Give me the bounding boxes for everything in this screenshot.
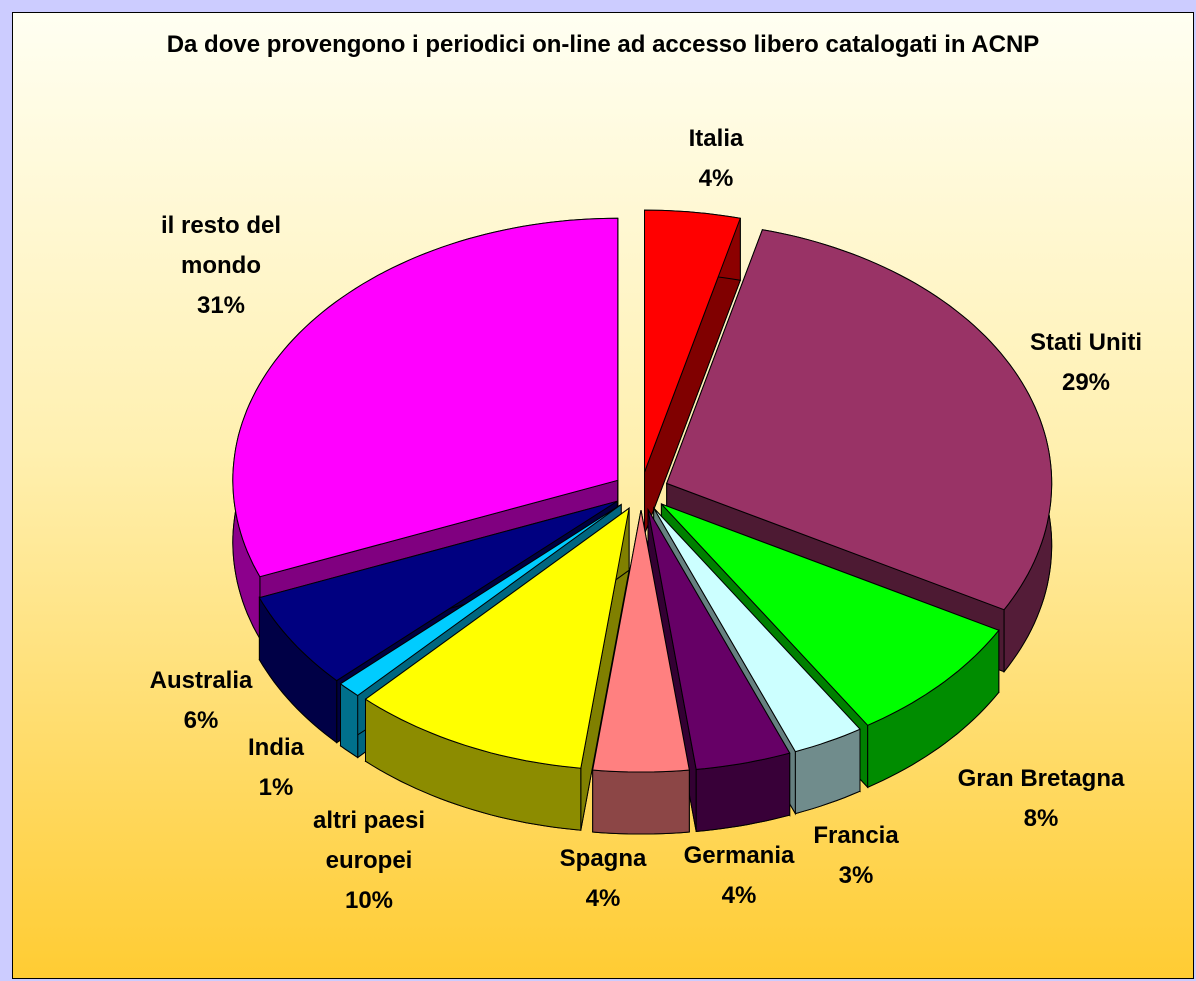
slice xyxy=(258,500,618,682)
slice xyxy=(364,507,630,769)
value-label: 1% xyxy=(258,774,294,801)
data-label: Francia 3% xyxy=(776,816,936,896)
slice-side xyxy=(340,682,359,759)
data-label: India 1% xyxy=(226,728,326,808)
category-label: Spagna xyxy=(559,845,647,872)
slice xyxy=(644,209,741,473)
slice xyxy=(666,229,1053,611)
chart-title: Da dove provengono i periodici on-line a… xyxy=(166,31,1040,58)
category-label: Stati Uniti xyxy=(1030,329,1142,356)
chart-panel: Da dove provengono i periodici on-line a… xyxy=(12,12,1194,979)
category-label: il resto del mondo xyxy=(160,212,282,279)
category-label: Gran Bretagna xyxy=(957,765,1125,792)
category-label: Francia xyxy=(813,822,899,849)
value-label: 10% xyxy=(344,887,394,914)
value-label: 8% xyxy=(1023,805,1059,832)
value-label: 29% xyxy=(1061,369,1111,396)
data-label: Australia 6% xyxy=(121,661,281,741)
value-label: 4% xyxy=(698,165,734,192)
data-label: Stati Uniti 29% xyxy=(986,323,1186,403)
category-label: Germania xyxy=(683,842,795,869)
value-label: 31% xyxy=(196,292,246,319)
slice xyxy=(647,509,791,770)
data-label: Germania 4% xyxy=(649,836,829,916)
slice xyxy=(653,507,861,753)
value-label: 4% xyxy=(721,882,757,909)
slice-side xyxy=(592,769,690,835)
data-label: il resto del mondo 31% xyxy=(126,206,316,326)
data-label: Italia 4% xyxy=(656,119,776,199)
slice xyxy=(232,217,619,578)
pie xyxy=(232,209,1053,835)
category-label: altri paesi europei xyxy=(312,807,426,874)
data-label: Gran Bretagna 8% xyxy=(911,759,1171,839)
data-label: altri paesi europei 10% xyxy=(274,801,464,921)
value-label: 6% xyxy=(183,707,219,734)
category-label: Italia xyxy=(688,125,744,152)
category-label: India xyxy=(247,734,304,761)
value-label: 4% xyxy=(585,885,621,912)
data-label: Spagna 4% xyxy=(533,839,673,919)
value-label: 3% xyxy=(838,862,874,889)
slice xyxy=(592,510,690,773)
category-label: Australia xyxy=(149,667,253,694)
slice xyxy=(661,503,1000,726)
slice xyxy=(339,504,622,697)
